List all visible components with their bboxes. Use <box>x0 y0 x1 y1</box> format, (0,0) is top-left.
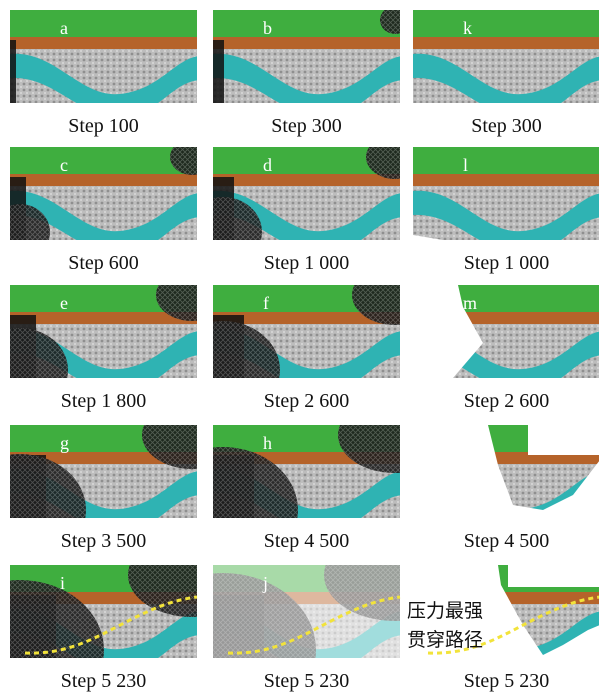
panel-label: h <box>263 433 272 453</box>
panel-label: b <box>263 18 272 38</box>
panel-caption: Step 300 <box>271 115 342 137</box>
panel-label: o <box>463 573 472 593</box>
green-layer <box>413 10 599 37</box>
panel-caption: Step 5 230 <box>61 670 147 692</box>
panel-label: k <box>463 18 472 38</box>
panel-caption: Step 600 <box>68 252 139 274</box>
panel: d Step 1 000 <box>184 135 424 274</box>
panel: b Step 300 <box>213 6 410 137</box>
panel-caption: Step 1 800 <box>61 390 147 412</box>
panel-caption: Step 2 600 <box>464 390 550 412</box>
panel-caption: Step 5 230 <box>264 670 350 692</box>
panel-label: c <box>60 155 68 175</box>
left-damage <box>10 40 16 133</box>
annotation: 贯穿路径 <box>407 629 483 651</box>
panel-label: e <box>60 293 68 313</box>
panel-caption: Step 4 500 <box>464 530 550 552</box>
panel-label: j <box>262 573 268 593</box>
panel-image <box>413 10 599 116</box>
panel-caption: Step 100 <box>68 115 139 137</box>
panel-caption: Step 2 600 <box>264 390 350 412</box>
panel-label: l <box>463 155 468 175</box>
brown-layer <box>413 36 599 49</box>
panel: g Step 3 500 <box>0 401 242 566</box>
brown-layer <box>213 36 400 49</box>
panel-label: i <box>60 573 65 593</box>
green-layer <box>10 147 197 174</box>
panel-image <box>413 147 599 253</box>
panel-image <box>213 6 410 133</box>
brown-layer <box>413 173 599 186</box>
panel: c Step 600 <box>0 139 214 274</box>
panel-caption: Step 3 500 <box>61 530 147 552</box>
panel-caption: Step 1 000 <box>464 252 550 274</box>
panel: k Step 300 <box>413 10 599 137</box>
green-layer <box>213 10 400 37</box>
panel-label: a <box>60 18 68 38</box>
panel: f Step 2 600 <box>166 265 438 419</box>
panel-caption: Step 4 500 <box>264 530 350 552</box>
panel-caption: Step 1 000 <box>264 252 350 274</box>
panel-label: d <box>263 155 272 175</box>
panel: n Step 4 500 <box>413 425 599 552</box>
green-layer <box>413 147 599 174</box>
right-cloud <box>170 139 214 175</box>
panel: m Step 2 600 <box>413 285 599 412</box>
panel-label: f <box>263 293 269 313</box>
right-cloud <box>380 6 410 34</box>
panel-label: g <box>60 433 69 453</box>
annotation: 压力最强 <box>407 600 483 622</box>
brown-layer <box>10 36 197 49</box>
panel-caption: Step 5 230 <box>464 670 550 692</box>
panel-caption: Step 300 <box>471 115 542 137</box>
green-layer <box>10 10 197 37</box>
white-mesh <box>213 565 400 658</box>
panel-label: n <box>463 433 472 453</box>
panel-label: m <box>463 293 477 313</box>
void-top <box>528 425 599 455</box>
panel-image <box>413 285 599 391</box>
brown-layer <box>10 173 197 186</box>
void-top <box>508 565 599 587</box>
left-damage <box>213 40 224 133</box>
figure: a Step 100 b Step 300 k Step 300 c Step 600 d Ste… <box>0 0 599 695</box>
panel-image <box>184 135 424 270</box>
panel: a Step 100 <box>10 10 200 137</box>
panel-image <box>413 425 599 531</box>
panel: l Step 1 000 <box>413 147 599 274</box>
brown-layer <box>213 173 400 186</box>
panel: e Step 1 800 <box>0 269 228 412</box>
panel-image <box>0 139 214 270</box>
